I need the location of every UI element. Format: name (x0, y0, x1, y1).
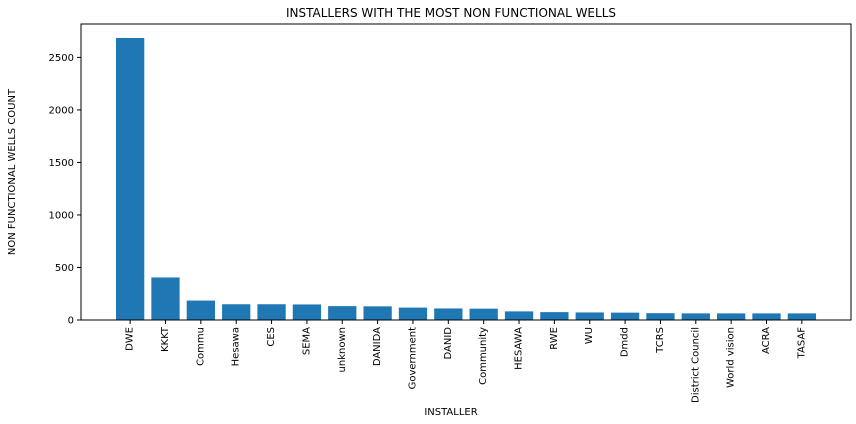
bar-acra (752, 313, 781, 320)
bar-community (469, 308, 498, 320)
x-tick-label: Community (478, 327, 489, 385)
bar-ces (257, 304, 286, 320)
x-tick-label: CES (266, 327, 277, 347)
y-tick-label: 0 (68, 316, 74, 327)
x-tick-label: Commu (195, 327, 206, 366)
x-tick-label: World vision (726, 327, 737, 388)
bar-tasaf (787, 313, 816, 320)
x-tick-label: KKKT (160, 326, 171, 352)
chart-title: INSTALLERS WITH THE MOST NON FUNCTIONAL … (286, 6, 616, 20)
x-tick-label: Government (407, 327, 418, 389)
x-tick-label: TCRS (655, 327, 666, 354)
y-tick-label: 1000 (49, 210, 74, 221)
bar-hesawa (222, 304, 251, 320)
bars-layer (116, 37, 816, 321)
x-tick-label: WU (584, 327, 595, 344)
x-tick-label: TASAF (796, 327, 807, 360)
y-tick-label: 1500 (49, 158, 74, 169)
plot-frame (80, 23, 852, 321)
bar-danida (363, 306, 392, 320)
y-tick-label: 500 (55, 263, 74, 274)
bar-tcrs (646, 313, 675, 320)
x-tick-label: Dmdd (620, 327, 631, 357)
x-tick-label: unknown (337, 327, 348, 372)
x-tick-label: ACRA (761, 327, 772, 354)
y-tick-label: 2000 (49, 105, 74, 116)
bar-wu (575, 312, 604, 320)
y-tick-label: 2500 (49, 53, 74, 64)
y-axis-title: NON FUNCTIONAL WELLS COUNT (7, 88, 18, 255)
bar-sema (292, 304, 322, 320)
x-axis-title: INSTALLER (424, 407, 477, 418)
bar-dwe (116, 37, 145, 321)
x-tick-label: DANID (443, 327, 454, 360)
x-tick-label: HESAWA (514, 327, 525, 370)
x-axis: DWE KKKT Commu Hesawa CES SEMA unknown DANIDA Go… (125, 320, 807, 403)
bar-kkkt (151, 277, 180, 320)
x-tick-label: DWE (125, 327, 136, 351)
bar-dmdd (610, 312, 640, 320)
bar-rwe (540, 312, 569, 320)
x-tick-label: DANIDA (372, 327, 383, 366)
bar-government (398, 307, 428, 320)
x-tick-label: Hesawa (231, 327, 242, 366)
bar-commu (186, 300, 215, 320)
bar-world-vision (717, 313, 746, 320)
x-tick-label: RWE (549, 327, 560, 350)
bar-district-council (681, 313, 710, 320)
bar-unknown (328, 306, 357, 320)
x-tick-label: SEMA (301, 327, 312, 355)
bar-hesawa (504, 311, 534, 320)
bar-danid (434, 308, 463, 320)
y-axis: 0 500 1000 1500 2000 2500 (49, 53, 81, 327)
x-tick-label: District Council (690, 327, 701, 403)
